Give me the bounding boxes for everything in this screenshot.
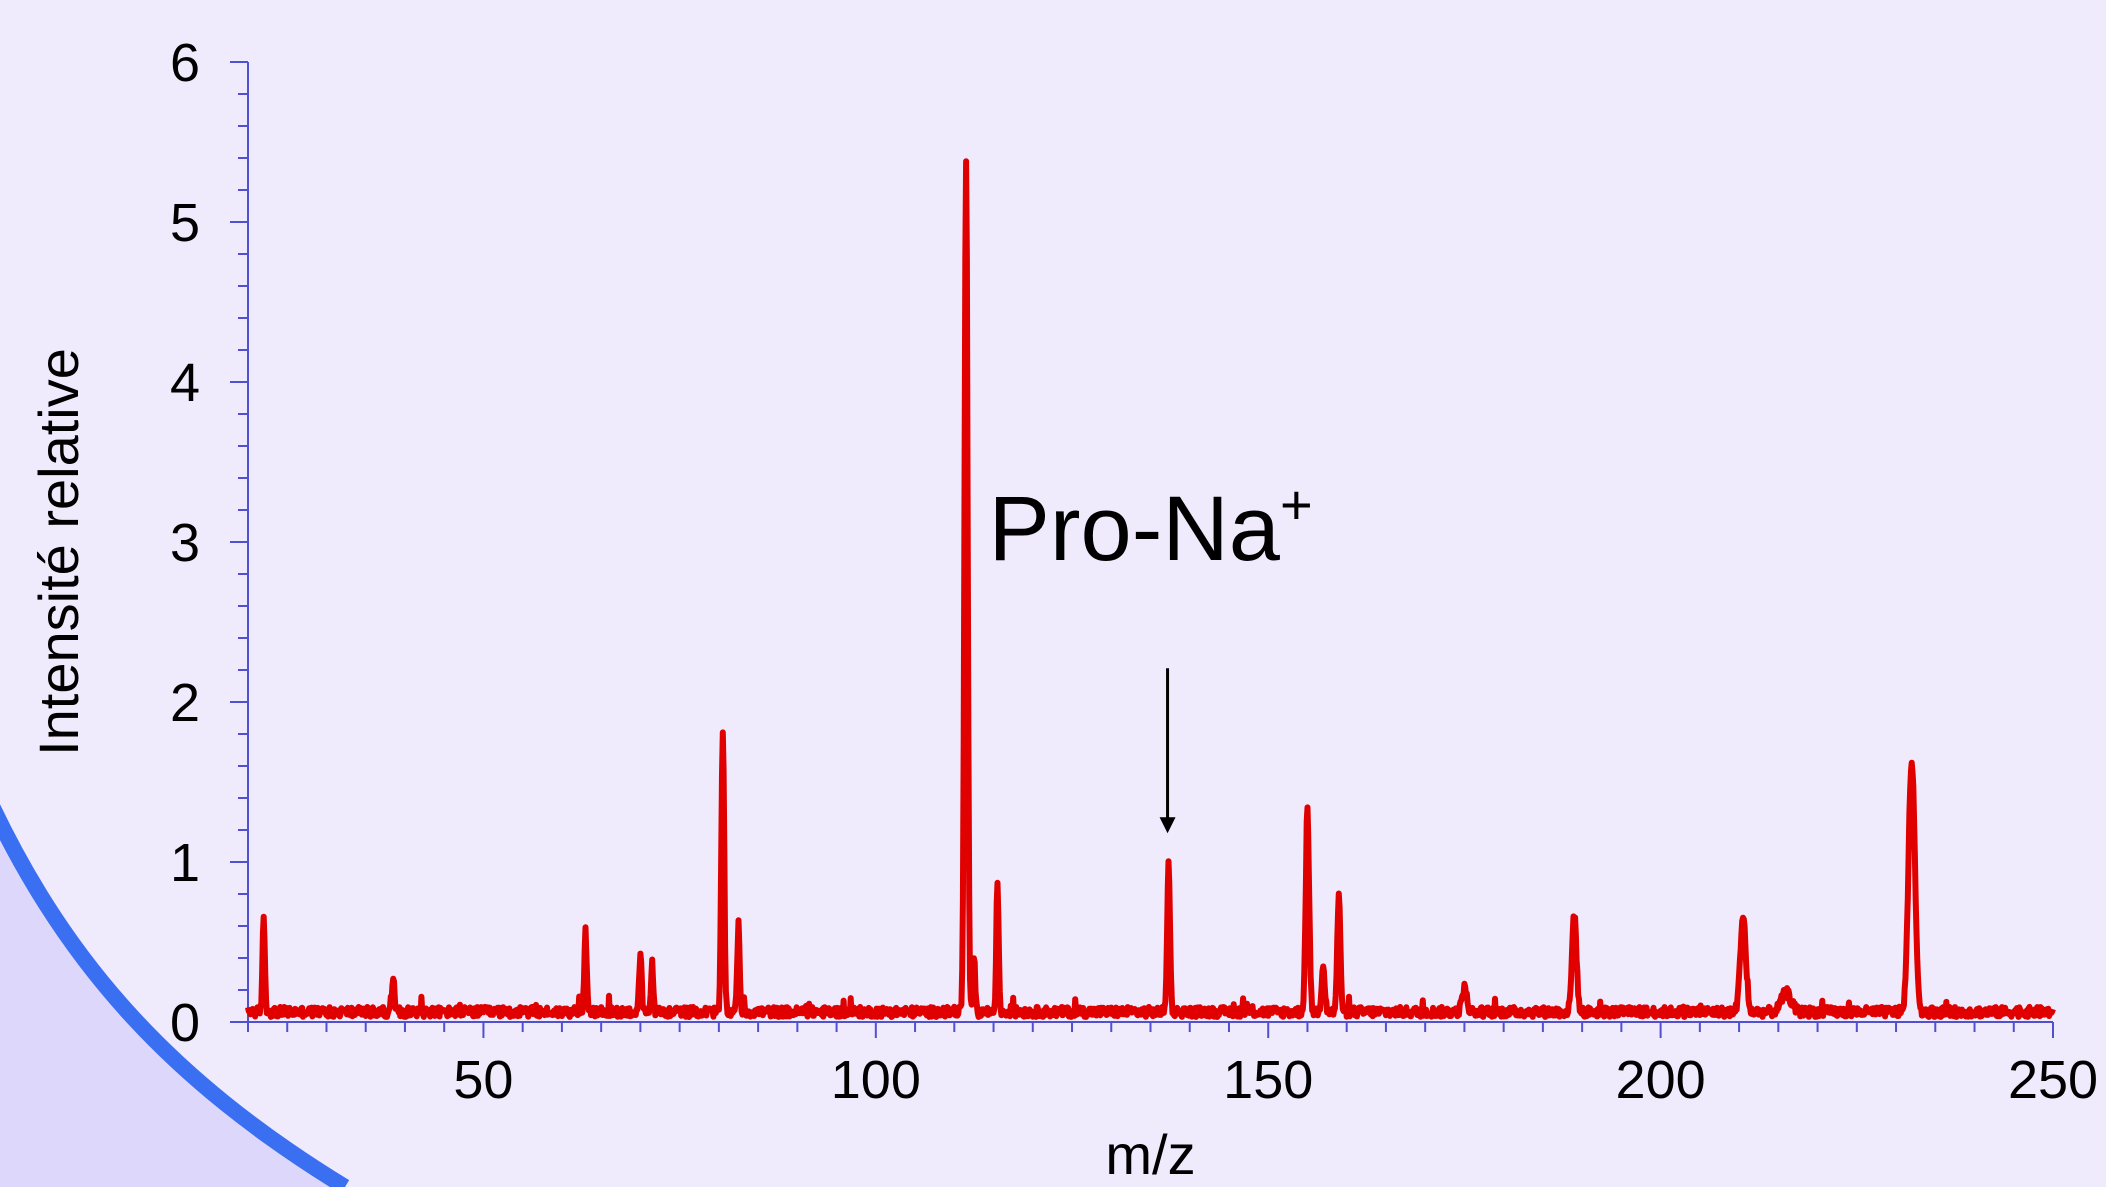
axes: 0 1 2 3 4 5 6 50 100 150 200 250: [170, 33, 2098, 1110]
background-decoration: [0, 804, 350, 1187]
x-tick-label: 200: [1616, 1050, 1706, 1110]
x-axis-title: m/z: [1105, 1123, 1195, 1186]
y-tick-label: 4: [170, 353, 200, 413]
annotation-arrow-head: [1159, 817, 1176, 834]
peak-annotation: Pro-Na+: [989, 473, 1313, 834]
x-tick-label: 150: [1223, 1050, 1313, 1110]
x-tick-label: 50: [453, 1050, 513, 1110]
y-tick-label: 1: [170, 833, 200, 893]
y-axis-title: Intensité relative: [27, 348, 90, 756]
y-axis-ticks: 0 1 2 3 4 5 6: [170, 33, 248, 1053]
y-tick-label: 6: [170, 33, 200, 93]
y-tick-label: 0: [170, 993, 200, 1053]
y-tick-label: 3: [170, 513, 200, 573]
y-tick-label: 5: [170, 193, 200, 253]
decor-fill-shape: [0, 822, 345, 1187]
y-tick-label: 2: [170, 673, 200, 733]
annotation-label-main: Pro-Na: [989, 478, 1281, 580]
spectrum-series-line: [245, 158, 2056, 1020]
annotation-label-pro-na: Pro-Na+: [989, 473, 1313, 580]
decor-blue-arc: [0, 804, 350, 1187]
x-tick-label: 100: [831, 1050, 921, 1110]
annotation-label-superscript: +: [1280, 473, 1313, 536]
x-axis-ticks: 50 100 150 200 250: [247, 1022, 2098, 1110]
x-tick-label: 250: [2008, 1050, 2098, 1110]
